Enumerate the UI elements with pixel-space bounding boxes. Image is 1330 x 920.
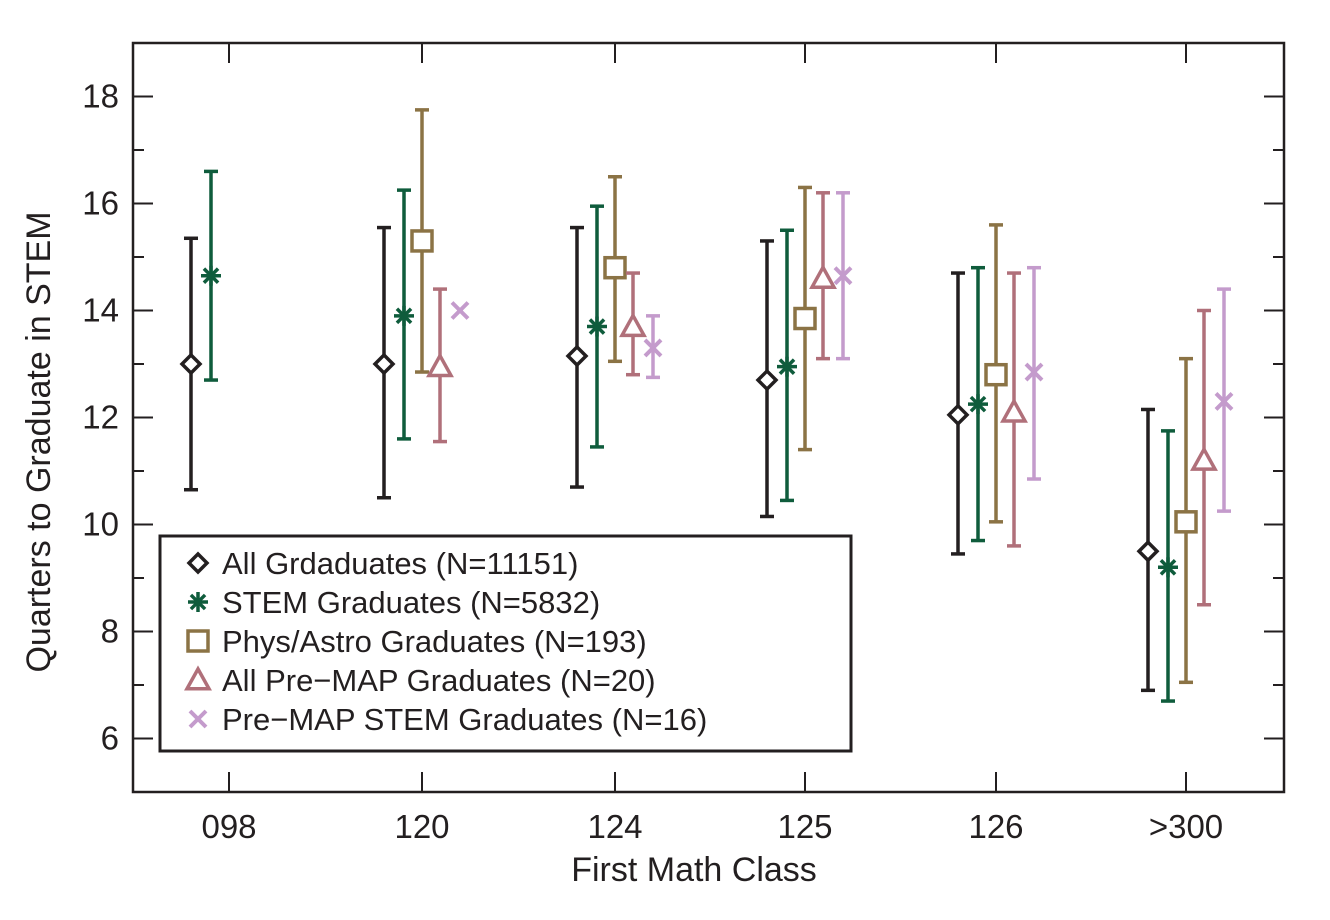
data-point — [201, 265, 221, 286]
y-tick-label: 12 — [82, 399, 119, 436]
data-point — [833, 266, 853, 286]
data-point — [1158, 557, 1178, 578]
y-tick-label: 10 — [82, 506, 119, 543]
legend-marker — [186, 551, 210, 575]
data-point — [1000, 397, 1028, 423]
data-point — [450, 301, 470, 320]
series-5 — [450, 191, 1234, 513]
x-axis-title: First Math Class — [571, 851, 817, 889]
data-point — [410, 229, 434, 253]
data-point — [1174, 510, 1198, 534]
legend-item: Pre−MAP STEM Graduates (N=16) — [188, 702, 707, 737]
legend-label: All Pre−MAP Graduates (N=20) — [222, 663, 656, 698]
x-tick-label: 098 — [201, 808, 256, 845]
data-point — [394, 305, 414, 326]
legend-item: All Pre−MAP Graduates (N=20) — [184, 663, 656, 698]
y-tick-label: 18 — [82, 78, 119, 115]
data-point — [1024, 362, 1044, 382]
series-3 — [410, 108, 1198, 685]
x-tick-label: >300 — [1149, 808, 1223, 845]
legend-label: All Grdaduates (N=11151) — [222, 546, 578, 581]
data-point — [1214, 392, 1234, 411]
legend-label: Phys/Astro Graduates (N=193) — [222, 624, 647, 659]
data-point — [946, 403, 970, 427]
data-point — [809, 263, 837, 289]
data-point — [1190, 445, 1218, 471]
x-tick-label: 120 — [394, 808, 449, 845]
data-point — [984, 362, 1008, 387]
series-4 — [426, 191, 1218, 607]
data-point — [619, 311, 647, 338]
data-point — [968, 394, 988, 415]
data-point — [1136, 539, 1160, 563]
plot-area — [179, 108, 1234, 703]
y-tick-label: 14 — [82, 292, 119, 329]
data-point — [426, 352, 454, 378]
series-1 — [179, 225, 1160, 693]
data-point — [643, 338, 663, 358]
data-point — [179, 352, 203, 376]
legend-item: STEM Graduates (N=5832) — [188, 585, 600, 620]
x-tick-label: 126 — [968, 808, 1023, 845]
x-tick-label: 124 — [587, 808, 642, 845]
legend-label: Pre−MAP STEM Graduates (N=16) — [222, 702, 707, 737]
data-point — [372, 352, 396, 376]
data-point — [587, 316, 607, 337]
data-point — [603, 255, 627, 280]
data-point — [777, 356, 797, 377]
legend-label: STEM Graduates (N=5832) — [222, 585, 600, 620]
data-point — [793, 306, 817, 331]
legend-item: All Grdaduates (N=11151) — [186, 546, 578, 581]
legend-marker — [188, 592, 208, 612]
legend-marker — [184, 665, 212, 691]
legend-marker — [188, 709, 208, 729]
y-tick-label: 6 — [101, 720, 119, 757]
legend: All Grdaduates (N=11151) STEM Graduates (… — [158, 534, 853, 753]
series-2 — [201, 169, 1178, 703]
y-tick-label: 16 — [82, 185, 119, 222]
legend-box — [158, 534, 853, 753]
y-axis-title: Quarters to Graduate in STEM — [20, 211, 58, 672]
legend-marker — [186, 629, 210, 653]
y-tick-label: 8 — [101, 613, 119, 650]
legend-item: Phys/Astro Graduates (N=193) — [186, 624, 647, 659]
data-point — [565, 344, 589, 368]
data-point — [755, 368, 779, 392]
x-tick-label: 125 — [777, 808, 832, 845]
axes: 6 8 10 12 14 16 18 098 120 124 125 126 >300 — [82, 41, 1286, 845]
